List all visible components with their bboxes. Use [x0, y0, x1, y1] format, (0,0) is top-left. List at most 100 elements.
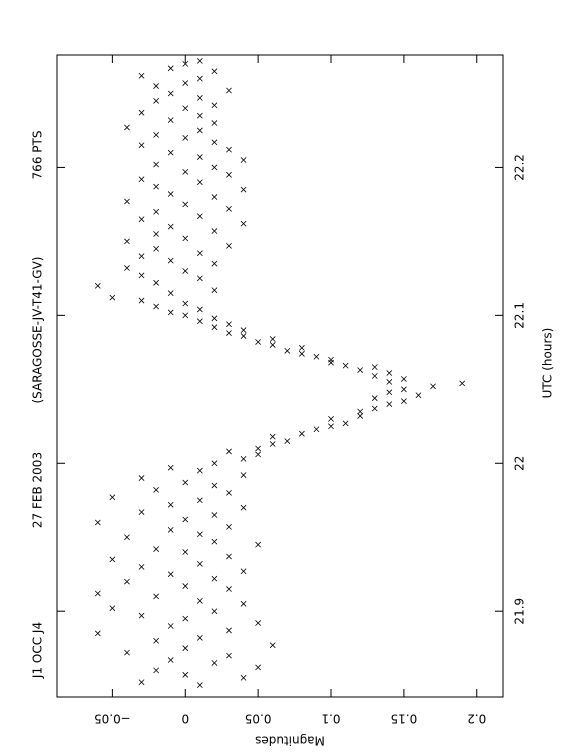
data-point	[196, 75, 203, 82]
data-point	[196, 58, 203, 64]
data-point	[240, 327, 247, 334]
data-point	[182, 615, 189, 622]
data-point	[211, 120, 218, 126]
data-point	[124, 534, 130, 541]
y-tick-label: −0.05	[94, 712, 131, 726]
data-point	[240, 674, 247, 681]
data-point	[226, 242, 232, 249]
data-point	[226, 205, 232, 212]
y-tick-label: 0.2	[467, 712, 486, 726]
data-point	[167, 526, 174, 533]
data-point	[269, 433, 276, 440]
data-point	[328, 416, 334, 422]
data-point	[182, 235, 189, 242]
x-tick-label: 21.9	[513, 598, 527, 625]
data-point	[196, 560, 203, 567]
data-point	[342, 420, 349, 427]
data-point	[284, 347, 291, 354]
data-point	[94, 630, 101, 637]
data-point	[153, 245, 159, 252]
data-point	[167, 657, 174, 663]
data-point	[167, 90, 174, 97]
data-point	[138, 216, 145, 223]
data-point	[196, 531, 203, 538]
data-point	[211, 538, 218, 545]
data-point	[167, 623, 174, 629]
data-point	[269, 342, 276, 348]
data-point	[226, 330, 232, 336]
data-point	[182, 479, 189, 486]
y-tick-label: 0	[181, 712, 189, 726]
data-point	[226, 652, 232, 659]
data-point	[211, 482, 218, 489]
data-point	[94, 282, 101, 289]
data-point	[298, 345, 305, 351]
data-point	[196, 213, 203, 220]
data-point	[153, 303, 159, 310]
data-point	[211, 575, 218, 582]
data-point	[211, 324, 218, 331]
data-point	[182, 134, 189, 141]
data-point	[138, 297, 145, 304]
data-point	[153, 208, 159, 215]
data-point	[211, 68, 218, 75]
data-point	[153, 637, 159, 644]
data-point	[124, 265, 130, 271]
data-point	[357, 413, 364, 419]
data-point	[182, 312, 189, 319]
data-point	[226, 146, 232, 153]
data-point	[124, 238, 130, 245]
plot-frame	[56, 54, 504, 698]
data-point	[94, 519, 101, 526]
data-point	[211, 512, 218, 518]
data-point	[226, 553, 232, 560]
data-point	[386, 389, 393, 396]
data-point	[211, 260, 218, 267]
data-point	[182, 300, 189, 307]
data-point	[240, 472, 247, 478]
data-point	[371, 395, 378, 402]
y-tick-label: 0.15	[391, 712, 418, 726]
data-point	[167, 309, 174, 316]
annotation: 27 FEB 2003	[31, 452, 45, 528]
x-axis-label: UTC (hours)	[541, 328, 555, 399]
data-point	[196, 306, 203, 313]
data-point	[269, 336, 276, 342]
data-point	[109, 494, 116, 501]
x-tick-label: 22.2	[513, 154, 527, 181]
data-point	[196, 95, 203, 101]
data-point	[167, 257, 174, 264]
data-point	[226, 321, 232, 328]
data-point	[226, 87, 232, 94]
data-point	[167, 117, 174, 123]
data-point	[138, 272, 145, 279]
data-point	[211, 102, 218, 109]
data-point	[153, 279, 159, 286]
data-point	[109, 294, 116, 301]
data-point	[401, 398, 407, 405]
data-point	[211, 139, 218, 146]
data-point	[196, 154, 203, 160]
data-point	[313, 353, 320, 360]
data-point	[138, 679, 145, 686]
data-point	[153, 667, 159, 674]
data-point	[240, 455, 247, 462]
data-point	[401, 386, 407, 393]
data-point	[153, 593, 159, 600]
data-point	[167, 290, 174, 297]
data-point	[138, 142, 145, 149]
data-point	[328, 423, 334, 430]
data-point	[226, 627, 232, 634]
data-point	[124, 578, 130, 585]
data-point	[255, 541, 262, 548]
annotation: 766 PTS	[31, 131, 45, 180]
data-point	[153, 231, 159, 237]
data-point	[386, 379, 393, 385]
data-point	[255, 664, 262, 671]
data-point	[153, 161, 159, 168]
data-point	[196, 112, 203, 119]
data-point	[182, 516, 189, 523]
data-point	[182, 645, 189, 652]
data-point	[167, 501, 174, 508]
